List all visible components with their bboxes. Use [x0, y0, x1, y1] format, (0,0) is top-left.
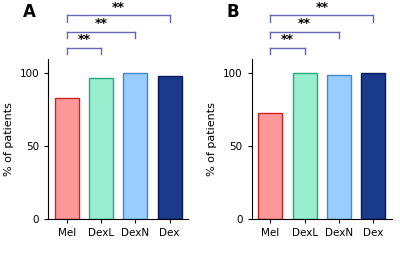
Bar — [361, 73, 385, 219]
Bar — [123, 73, 147, 219]
Text: **: ** — [315, 1, 328, 14]
Text: B: B — [226, 3, 239, 21]
Y-axis label: % of patients: % of patients — [207, 102, 217, 176]
Bar — [55, 98, 79, 219]
Bar — [327, 75, 351, 219]
Text: **: ** — [298, 17, 311, 30]
Text: **: ** — [281, 33, 294, 46]
Text: **: ** — [112, 1, 125, 14]
Bar — [89, 78, 113, 219]
Y-axis label: % of patients: % of patients — [4, 102, 14, 176]
Text: **: ** — [78, 33, 90, 46]
Bar — [158, 76, 182, 219]
Bar — [258, 113, 282, 219]
Text: **: ** — [94, 17, 108, 30]
Text: A: A — [23, 3, 36, 21]
Bar — [293, 73, 317, 219]
